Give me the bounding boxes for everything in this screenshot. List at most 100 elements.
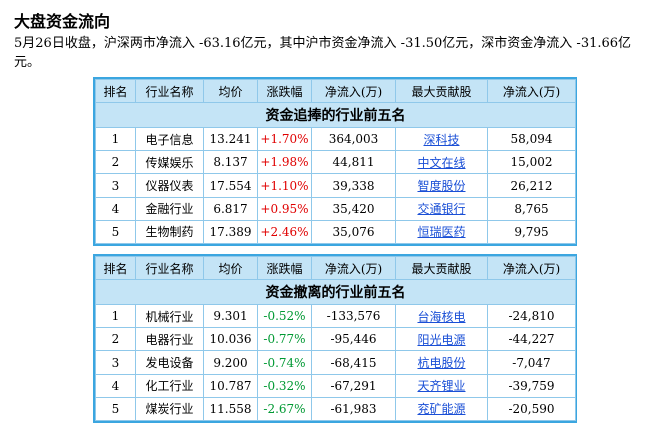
top-stock-link[interactable]: 恒瑞医药 [395, 219, 488, 245]
table-row: 4 化工行业 10.787 -0.32% -67,291 天齐锂业 -39,759 [95, 373, 576, 398]
table-row: 5 煤炭行业 11.558 -2.67% -61,983 兖矿能源 -20,590 [95, 396, 576, 422]
table-row: 3 发电设备 9.200 -0.74% -68,415 杭电股份 -7,047 [95, 350, 576, 375]
col-stock-net-inflow: 净流入(万) [487, 256, 576, 280]
stock-net-inflow-cell: -7,047 [487, 350, 576, 375]
rank-cell: 1 [95, 127, 136, 152]
market-summary: 5月26日收盘，沪深两市净流入 -63.16亿元，其中沪市资金净流入 -31.5… [14, 36, 632, 70]
avg-price-cell: 17.389 [203, 219, 258, 245]
net-inflow-cell: 39,338 [311, 173, 396, 198]
col-change: 涨跌幅 [257, 79, 312, 103]
rank-cell: 1 [95, 304, 136, 329]
outflow-table-body: 1 机械行业 9.301 -0.52% -133,576 台海核电 -24,810 2 电器行业… [95, 304, 576, 422]
col-net-inflow: 净流入(万) [311, 79, 396, 103]
industry-cell: 化工行业 [135, 373, 204, 398]
rank-cell: 2 [95, 327, 136, 352]
col-avg-price: 均价 [203, 79, 258, 103]
col-change: 涨跌幅 [257, 256, 312, 280]
rank-cell: 5 [95, 396, 136, 422]
stock-net-inflow-cell: 8,765 [487, 196, 576, 221]
change-cell: -0.32% [257, 373, 312, 398]
top-stock-link[interactable]: 阳光电源 [395, 327, 488, 352]
inflow-table-body: 1 电子信息 13.241 +1.70% 364,003 深科技 58,094 2 传媒娱乐 8.… [95, 127, 576, 245]
net-inflow-cell: -68,415 [311, 350, 396, 375]
industry-cell: 电子信息 [135, 127, 204, 152]
outflow-table-panel: 资金撤离的行业前五名 排名 行业名称 均价 涨跌幅 净流入(万) 最大贡献股 净… [93, 254, 577, 423]
top-stock-link[interactable]: 杭电股份 [395, 350, 488, 375]
industry-cell: 传媒娱乐 [135, 150, 204, 175]
industry-cell: 仪器仪表 [135, 173, 204, 198]
outflow-table-header: 排名 行业名称 均价 涨跌幅 净流入(万) 最大贡献股 净流入(万) [95, 256, 576, 280]
page-title: 大盘资金流向 [14, 12, 111, 31]
col-rank: 排名 [95, 256, 136, 280]
net-inflow-cell: 364,003 [311, 127, 396, 152]
col-net-inflow: 净流入(万) [311, 256, 396, 280]
industry-cell: 煤炭行业 [135, 396, 204, 422]
inflow-table-panel: 资金追捧的行业前五名 排名 行业名称 均价 涨跌幅 净流入(万) 最大贡献股 净… [93, 77, 577, 246]
net-inflow-cell: -95,446 [311, 327, 396, 352]
inflow-table: 资金追捧的行业前五名 排名 行业名称 均价 涨跌幅 净流入(万) 最大贡献股 净… [95, 79, 576, 245]
top-stock-link[interactable]: 天齐锂业 [395, 373, 488, 398]
stock-net-inflow-cell: 9,795 [487, 219, 576, 245]
net-inflow-cell: -67,291 [311, 373, 396, 398]
avg-price-cell: 10.036 [203, 327, 258, 352]
industry-cell: 生物制药 [135, 219, 204, 245]
change-cell: -2.67% [257, 396, 312, 422]
rank-cell: 5 [95, 219, 136, 245]
change-cell: +1.10% [257, 173, 312, 198]
stock-net-inflow-cell: -24,810 [487, 304, 576, 329]
col-top-stock: 最大贡献股 [395, 79, 488, 103]
outflow-table-title: 资金撤离的行业前五名 [95, 278, 576, 306]
stock-net-inflow-cell: -20,590 [487, 396, 576, 422]
stock-net-inflow-cell: 26,212 [487, 173, 576, 198]
rank-cell: 4 [95, 196, 136, 221]
stock-net-inflow-cell: -44,227 [487, 327, 576, 352]
industry-cell: 电器行业 [135, 327, 204, 352]
table-row: 1 机械行业 9.301 -0.52% -133,576 台海核电 -24,810 [95, 304, 576, 329]
col-industry: 行业名称 [135, 256, 204, 280]
avg-price-cell: 10.787 [203, 373, 258, 398]
avg-price-cell: 9.301 [203, 304, 258, 329]
table-row: 1 电子信息 13.241 +1.70% 364,003 深科技 58,094 [95, 127, 576, 152]
top-stock-link[interactable]: 交通银行 [395, 196, 488, 221]
change-cell: -0.77% [257, 327, 312, 352]
change-cell: +1.70% [257, 127, 312, 152]
table-row: 2 传媒娱乐 8.137 +1.98% 44,811 中文在线 15,002 [95, 150, 576, 175]
avg-price-cell: 9.200 [203, 350, 258, 375]
table-row: 5 生物制药 17.389 +2.46% 35,076 恒瑞医药 9,795 [95, 219, 576, 245]
rank-cell: 3 [95, 173, 136, 198]
outflow-table: 资金撤离的行业前五名 排名 行业名称 均价 涨跌幅 净流入(万) 最大贡献股 净… [95, 256, 576, 422]
stock-net-inflow-cell: 15,002 [487, 150, 576, 175]
stock-net-inflow-cell: -39,759 [487, 373, 576, 398]
net-inflow-cell: 35,076 [311, 219, 396, 245]
avg-price-cell: 13.241 [203, 127, 258, 152]
avg-price-cell: 6.817 [203, 196, 258, 221]
top-stock-link[interactable]: 深科技 [395, 127, 488, 152]
change-cell: -0.74% [257, 350, 312, 375]
col-industry: 行业名称 [135, 79, 204, 103]
top-stock-link[interactable]: 台海核电 [395, 304, 488, 329]
inflow-table-header: 排名 行业名称 均价 涨跌幅 净流入(万) 最大贡献股 净流入(万) [95, 79, 576, 103]
top-stock-link[interactable]: 兖矿能源 [395, 396, 488, 422]
col-avg-price: 均价 [203, 256, 258, 280]
rank-cell: 4 [95, 373, 136, 398]
avg-price-cell: 17.554 [203, 173, 258, 198]
col-rank: 排名 [95, 79, 136, 103]
table-row: 4 金融行业 6.817 +0.95% 35,420 交通银行 8,765 [95, 196, 576, 221]
net-inflow-cell: -61,983 [311, 396, 396, 422]
change-cell: +2.46% [257, 219, 312, 245]
inflow-table-title: 资金追捧的行业前五名 [95, 101, 576, 129]
table-row: 3 仪器仪表 17.554 +1.10% 39,338 智度股份 26,212 [95, 173, 576, 198]
net-inflow-cell: -133,576 [311, 304, 396, 329]
industry-cell: 金融行业 [135, 196, 204, 221]
change-cell: +1.98% [257, 150, 312, 175]
top-stock-link[interactable]: 中文在线 [395, 150, 488, 175]
change-cell: +0.95% [257, 196, 312, 221]
industry-cell: 发电设备 [135, 350, 204, 375]
stock-net-inflow-cell: 58,094 [487, 127, 576, 152]
top-stock-link[interactable]: 智度股份 [395, 173, 488, 198]
industry-cell: 机械行业 [135, 304, 204, 329]
col-top-stock: 最大贡献股 [395, 256, 488, 280]
rank-cell: 2 [95, 150, 136, 175]
table-row: 2 电器行业 10.036 -0.77% -95,446 阳光电源 -44,227 [95, 327, 576, 352]
